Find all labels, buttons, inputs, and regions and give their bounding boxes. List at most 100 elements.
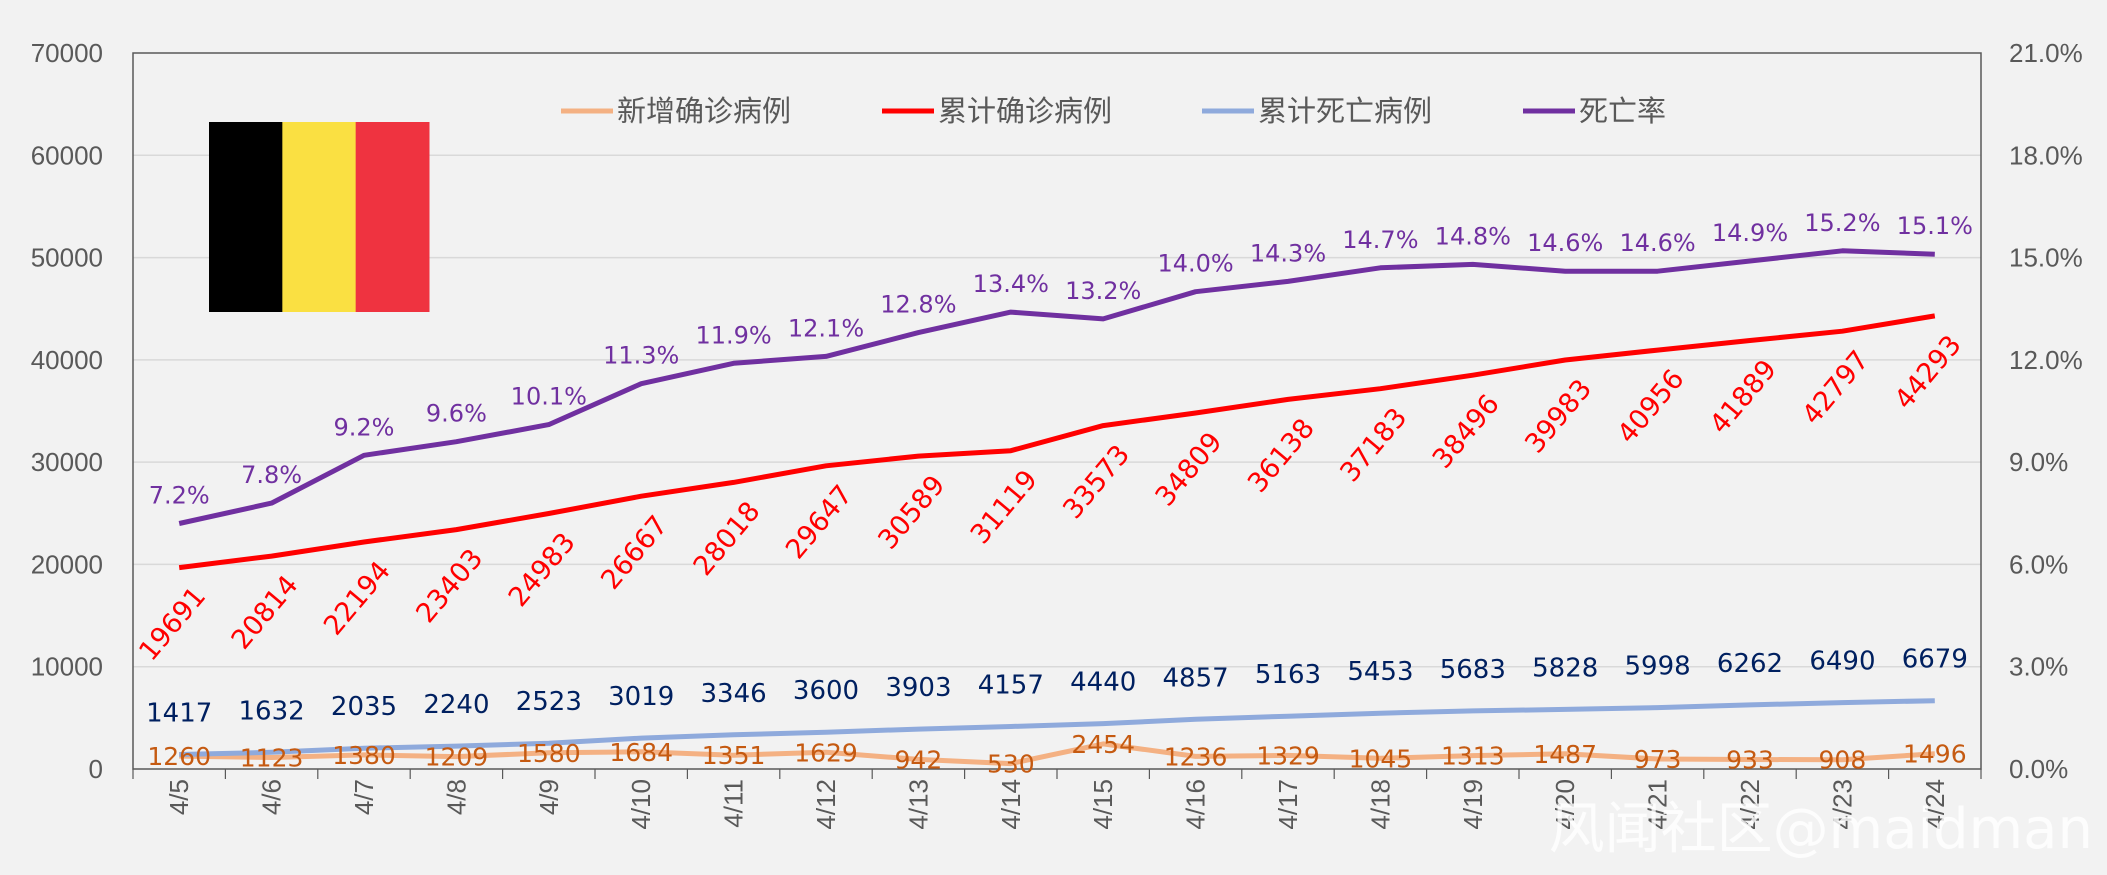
data-label: 1632 [239,696,305,726]
data-label: 2240 [423,690,489,720]
data-label: 42797 [1796,345,1875,431]
data-label: 14.7% [1342,226,1418,254]
x-tick-label: 4/23 [1827,779,1857,830]
data-label: 41889 [1704,354,1783,440]
x-tick-label: 4/22 [1735,779,1765,830]
data-label: 34809 [1150,427,1229,513]
data-label: 4857 [1163,663,1229,693]
data-label: 12.8% [880,291,956,319]
right-tick-label: 21.0% [2009,38,2083,68]
series-line [178,313,1936,571]
legend-label: 新增确诊病例 [617,94,791,128]
series-line [178,248,1935,526]
data-label: 37183 [1334,402,1413,488]
left-tick-label: 70000 [31,38,103,68]
data-label: 6262 [1717,649,1783,679]
data-label: 4440 [1070,668,1136,698]
data-label: 530 [987,750,1035,779]
belgium-flag [209,122,430,312]
right-tick-label: 15.0% [2009,243,2083,273]
legend-item: 累计确诊病例 [882,94,1112,128]
x-tick-label: 4/6 [257,779,287,815]
data-label: 14.3% [1250,239,1326,267]
flag-stripe [282,122,357,312]
left-tick-label: 60000 [31,140,103,170]
data-label: 33573 [1057,439,1136,525]
right-tick-label: 3.0% [2009,652,2068,682]
data-label: 20814 [226,570,305,656]
data-label: 3600 [793,676,859,706]
data-label: 3346 [701,679,767,709]
right-tick-label: 0.0% [2009,754,2068,784]
data-label: 7.2% [149,482,210,510]
x-tick-label: 4/11 [719,779,749,828]
left-tick-label: 10000 [31,652,103,682]
data-label: 44293 [1889,330,1968,416]
left-tick-label: 20000 [31,549,103,579]
x-axis-ticks: 4/5 4/6 4/7 4/8 4/9 4/10 4/11 4/12 4/13 4/14 4/15 4… [132,769,1982,830]
data-label: 973 [1634,745,1682,774]
legend-label: 累计确诊病例 [938,94,1112,128]
data-label: 9.6% [426,400,487,428]
data-label: 908 [1819,746,1867,775]
x-tick-label: 4/16 [1181,779,1211,830]
data-label: 15.1% [1897,212,1973,240]
x-tick-label: 4/12 [811,779,841,830]
data-label: 14.8% [1435,222,1511,250]
data-label: 6679 [1902,645,1968,675]
data-label: 1629 [794,738,858,767]
data-label: 7.8% [241,461,302,489]
data-label: 3019 [608,682,674,712]
data-label: 29647 [780,479,859,565]
data-label: 1260 [147,742,211,771]
x-tick-label: 4/18 [1365,779,1395,830]
legend-label: 死亡率 [1579,94,1666,128]
data-label: 933 [1726,745,1774,774]
data-label: 10.1% [511,383,587,411]
data-label: 19691 [133,581,212,667]
x-tick-label: 4/13 [903,779,933,830]
flag-stripe [209,122,283,312]
data-label: 1209 [425,743,489,772]
data-label: 1496 [1903,740,1967,769]
data-label: 1313 [1441,742,1505,771]
left-tick-label: 0 [89,754,103,784]
data-label: 1045 [1349,744,1413,773]
x-tick-label: 4/10 [626,779,656,830]
data-label: 9.2% [334,413,395,441]
data-label: 40956 [1612,364,1691,450]
data-label: 1380 [332,741,396,770]
data-label: 14.0% [1157,250,1233,278]
data-label: 3903 [885,673,951,703]
data-label: 1684 [609,738,673,767]
data-label: 5453 [1347,657,1413,687]
right-tick-label: 9.0% [2009,447,2068,477]
data-label: 5828 [1532,653,1598,683]
data-label: 2454 [1071,730,1135,759]
data-label: 5998 [1625,652,1691,682]
data-label: 15.2% [1804,209,1880,237]
right-tick-label: 12.0% [2009,345,2083,375]
data-label: 23403 [410,543,489,629]
x-tick-label: 4/7 [349,779,379,815]
x-tick-label: 4/19 [1458,779,1488,830]
data-label: 1123 [240,744,304,773]
legend-item: 新增确诊病例 [561,94,791,128]
left-tick-label: 40000 [31,345,103,375]
data-label: 4157 [978,670,1044,700]
data-label: 5163 [1255,660,1321,690]
data-label: 14.6% [1527,229,1603,257]
data-label: 30589 [872,470,951,556]
left-tick-label: 30000 [31,447,103,477]
series-lines [178,248,1936,767]
right-tick-label: 18.0% [2009,140,2083,170]
data-label: 1487 [1533,740,1597,769]
data-label: 14.9% [1712,219,1788,247]
data-label: 5683 [1440,655,1506,685]
legend: 新增确诊病例 累计确诊病例 累计死亡病例 死亡率 [561,94,1666,128]
data-label: 1580 [517,739,581,768]
data-label: 13.2% [1065,277,1141,305]
x-tick-label: 4/21 [1643,779,1673,830]
x-tick-label: 4/5 [164,779,194,815]
gridlines [133,154,1981,668]
